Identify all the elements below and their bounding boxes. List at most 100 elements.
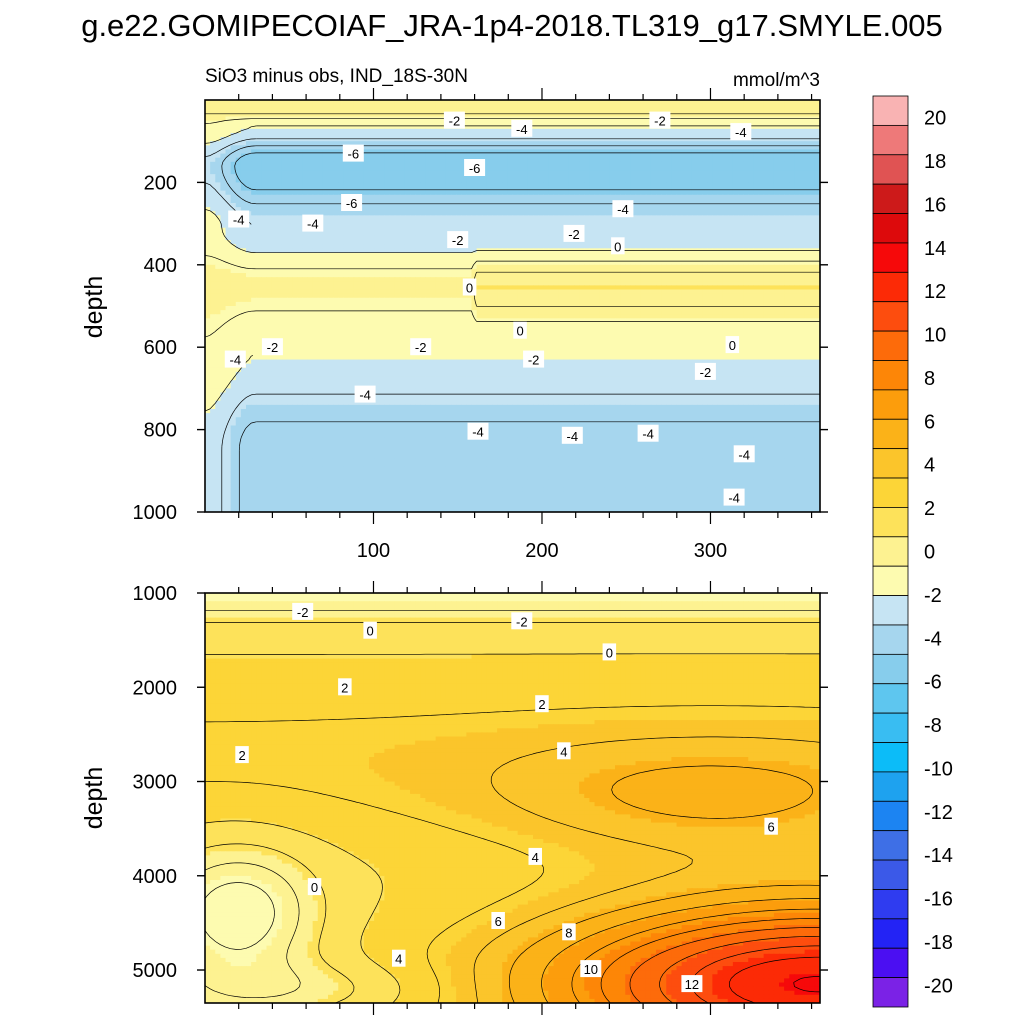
contour-cell [553,240,560,245]
contour-cell [492,100,498,105]
contour-cell [317,137,324,142]
contour-cell [558,112,565,118]
contour-cell [702,112,708,118]
contour-cell [271,178,278,183]
contour-cell [415,203,421,208]
contour-cell [410,104,416,109]
contour-cell [466,174,473,179]
contour-cell [707,149,713,155]
contour-cell [809,141,816,146]
contour-cell [476,235,483,241]
contour-cell [656,264,662,270]
contour-cell [784,211,790,216]
contour-cell [773,120,780,126]
contour-cell [369,182,375,188]
contour-cell [814,264,820,270]
contour-cell [702,231,708,237]
contour-cell [512,231,519,237]
contour-cell [640,252,647,258]
contour-cell [281,100,288,105]
contour-cell [574,128,580,134]
contour-cell [481,235,488,241]
contour-cell [333,112,339,118]
contour-cell [287,219,293,225]
contour-cell [379,198,385,204]
contour-cell [768,227,775,233]
contour-cell [558,120,565,126]
contour-cell [656,100,662,105]
contour-cell [338,244,344,249]
contour-cell [702,178,708,183]
contour-cell [363,128,370,134]
contour-cell [353,100,360,105]
contour-cell [410,252,416,258]
contour-cell [399,141,406,146]
contour-cell [287,145,293,151]
contour-cell [656,244,662,249]
contour-cell [333,252,339,258]
contour-cell [338,190,344,196]
contour-cell [661,165,667,171]
contour-cell [645,128,652,134]
contour-cell [445,132,452,138]
contour-cell [645,141,652,146]
contour-cell [266,132,273,138]
contour-cell [379,120,385,126]
contour-cell [425,149,432,155]
contour-cell [691,194,698,200]
contour-cell [676,108,683,113]
contour-cell [758,256,765,262]
contour-cell [814,165,820,171]
contour-cell [261,248,268,254]
contour-cell [466,108,473,113]
contour-cell [333,268,339,274]
contour-cell [543,194,549,200]
contour-cell [328,108,334,113]
contour-cell [287,260,293,266]
contour-cell [492,244,498,249]
contour-cell [404,141,411,146]
contour-cell [333,260,339,266]
contour-cell [779,141,785,146]
contour-cell [507,120,514,126]
contour-cell [645,207,652,212]
contour-cell [481,145,488,151]
contour-cell [389,215,396,221]
contour-cell [814,252,820,258]
contour-cell [671,174,678,179]
contour-cell [553,203,560,208]
contour-cell [615,165,621,171]
contour-cell [763,194,770,200]
contour-cell [533,260,539,266]
contour-cell [281,264,288,270]
contour-cell [553,219,560,225]
contour-cell [307,240,314,245]
contour-cell [410,194,416,200]
contour-cell [553,100,560,105]
contour-cell [681,186,688,192]
contour-cell [594,264,601,270]
contour-cell [814,145,820,151]
contour-cell [384,194,391,200]
contour-cell [609,256,616,262]
contour-cell [240,174,247,179]
contour-cell [609,141,616,146]
contour-cell [548,219,555,225]
contour-cell [328,248,334,254]
contour-cell [410,128,416,134]
contour-cell [676,141,683,146]
contour-cell [543,231,549,237]
contour-cell [645,252,652,258]
contour-cell [338,227,344,233]
contour-cell [779,145,785,151]
contour-cell [594,190,601,196]
contour-cell [758,165,765,171]
contour-cell [579,219,585,225]
contour-cell [527,260,534,266]
contour-cell [707,256,713,262]
contour-cell [517,198,524,204]
contour-cell [471,227,478,233]
contour-cell [809,157,816,163]
contour-cell [297,235,303,241]
contour-cell [261,165,268,171]
